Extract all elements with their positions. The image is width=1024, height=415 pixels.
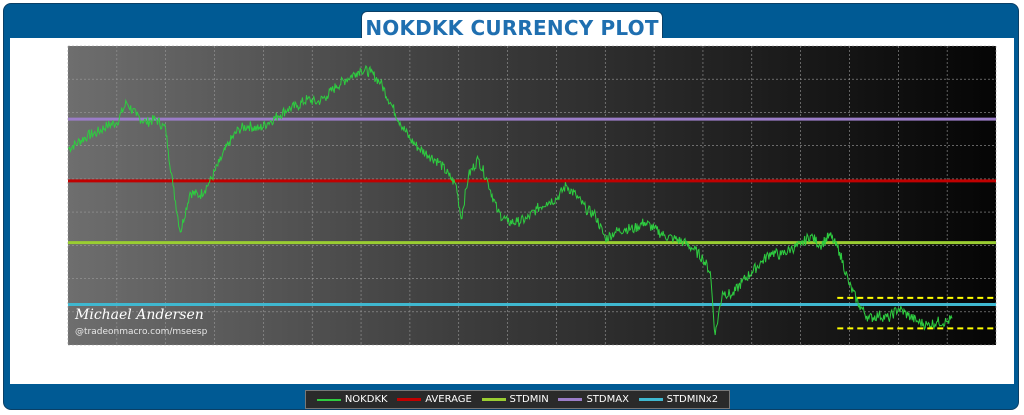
legend-swatch-average [397, 398, 422, 401]
legend-item-stdmin: STDMIN [481, 394, 549, 405]
y-tick-label: 75 [50, 241, 63, 252]
x-tick-label: Jan-15 [455, 349, 465, 379]
legend-item-nokdkk: NOKDKK [316, 394, 388, 405]
legend-label-stdmin: STDMIN [509, 394, 549, 405]
y-tick-label: 100 [44, 75, 63, 86]
y-tick-label: 70 [50, 274, 63, 285]
legend-label-average: AVERAGE [425, 394, 472, 405]
legend-item-average: AVERAGE [397, 394, 472, 405]
legend-swatch-stdmin [481, 398, 506, 401]
legend-item-stdminx2: STDMINx2 [638, 394, 719, 405]
y-axis-ticks: 60 65 70 75 80 85 90 95 100 105 [44, 42, 63, 352]
author-signature: Michael Andersen [75, 307, 204, 323]
y-tick-label: 90 [50, 141, 63, 152]
x-tick-label: Jan-23 [845, 349, 855, 379]
y-tick-label: 105 [44, 42, 63, 53]
chart-title: NOKDKK CURRENCY PLOT [365, 15, 659, 40]
channel-annotation [837, 296, 994, 330]
legend-swatch-stdminx2 [638, 398, 663, 401]
y-tick-label: 80 [50, 208, 63, 219]
x-tick-label: Jan-11 [259, 349, 269, 379]
legend-label-stdmax: STDMAX [586, 394, 629, 405]
grid-lines [67, 45, 997, 346]
x-tick-label: Jan-26 [992, 349, 1002, 379]
y-axis-label: NOKDKK [25, 171, 36, 221]
legend-label-nokdkk: NOKDKK [344, 394, 388, 405]
x-tick-label: Jan-10 [211, 349, 221, 379]
x-tick-label: Jan-13 [357, 349, 367, 379]
legend-swatch-nokdkk [316, 398, 341, 401]
legend-label-stdminx2: STDMINx2 [666, 394, 719, 405]
x-tick-label: Jan-25 [943, 349, 953, 379]
author-handle: @tradeonmacro.com/mseesp [75, 327, 208, 337]
x-tick-label: Jan-20 [699, 349, 709, 379]
x-tick-label: Jan-22 [797, 349, 807, 379]
y-tick-label: 60 [50, 341, 63, 352]
x-tick-label: Jan-07 [64, 349, 74, 379]
series-line-nokdkk [67, 64, 953, 336]
plot-area [68, 46, 996, 345]
y-tick-label: 85 [50, 174, 63, 185]
x-tick-label: Jan-12 [308, 349, 318, 379]
legend: NOKDKK AVERAGE STDMIN STDMAX STDMINx2 [305, 390, 730, 409]
x-tick-label: Jan-21 [748, 349, 758, 379]
legend-swatch-stdmax [558, 398, 583, 401]
x-axis-ticks: Jan-07 Jan-08 Jan-09 Jan-10 Jan-11 Jan-12 Jan-… [64, 349, 1002, 379]
legend-item-stdmax: STDMAX [558, 394, 629, 405]
y-tick-label: 95 [50, 108, 63, 119]
x-tick-label: Jan-09 [162, 349, 172, 379]
x-tick-label: Jan-19 [650, 349, 660, 379]
x-tick-label: Jan-16 [504, 349, 514, 379]
x-tick-label: Jan-14 [406, 349, 416, 379]
x-tick-label: Jan-17 [552, 349, 562, 379]
reference-lines [68, 117, 996, 306]
x-tick-label: Jan-18 [601, 349, 611, 379]
x-tick-label: Jan-08 [113, 349, 123, 379]
x-tick-label: Jan-24 [894, 349, 904, 379]
y-tick-label: 65 [50, 307, 63, 318]
